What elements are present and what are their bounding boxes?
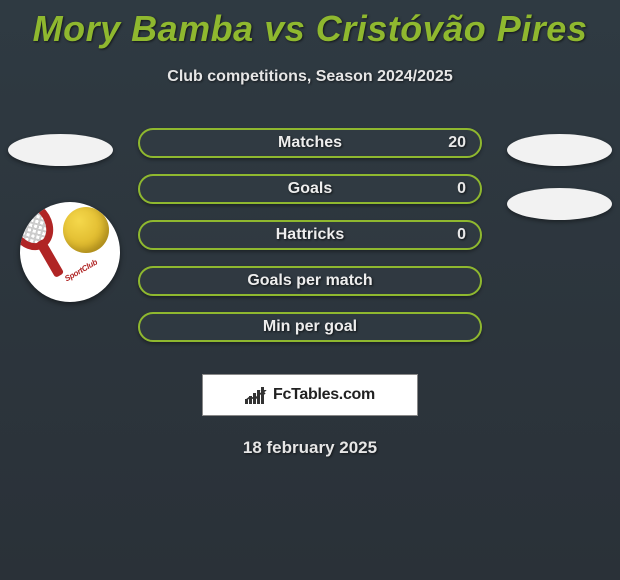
subtitle: Club competitions, Season 2024/2025	[0, 68, 620, 86]
date-text: 18 february 2025	[0, 438, 620, 458]
stat-label: Hattricks	[276, 226, 344, 244]
stat-label: Min per goal	[263, 318, 357, 336]
brand-text: FcTables.com	[273, 386, 375, 404]
stat-value-right: 0	[457, 226, 466, 244]
stat-rows: Matches 20 Goals 0 Hattricks 0 Goals per…	[138, 128, 482, 358]
stat-label: Goals per match	[247, 272, 372, 290]
stat-value-right: 20	[448, 134, 466, 152]
player-right-badge-2	[507, 188, 612, 220]
stat-label: Goals	[288, 180, 332, 198]
stats-area: SportClub Matches 20 Goals 0 Hattricks 0…	[0, 128, 620, 358]
comparison-card: Mory Bamba vs Cristóvão Pires Club compe…	[0, 0, 620, 580]
brand-box[interactable]: FcTables.com	[202, 374, 418, 416]
stat-row-matches: Matches 20	[138, 128, 482, 158]
stat-label: Matches	[278, 134, 342, 152]
page-title: Mory Bamba vs Cristóvão Pires	[0, 0, 620, 50]
club-logo: SportClub	[20, 202, 120, 302]
brand-chart-icon	[245, 386, 267, 404]
player-left-badge	[8, 134, 113, 166]
stat-row-goals: Goals 0	[138, 174, 482, 204]
brand-trend-icon	[245, 390, 267, 402]
stat-value-right: 0	[457, 180, 466, 198]
stat-row-hattricks: Hattricks 0	[138, 220, 482, 250]
stat-row-goals-per-match: Goals per match	[138, 266, 482, 296]
stat-row-min-per-goal: Min per goal	[138, 312, 482, 342]
racket-handle-icon	[36, 238, 65, 278]
club-logo-art: SportClub	[25, 207, 115, 297]
player-right-badge-1	[507, 134, 612, 166]
